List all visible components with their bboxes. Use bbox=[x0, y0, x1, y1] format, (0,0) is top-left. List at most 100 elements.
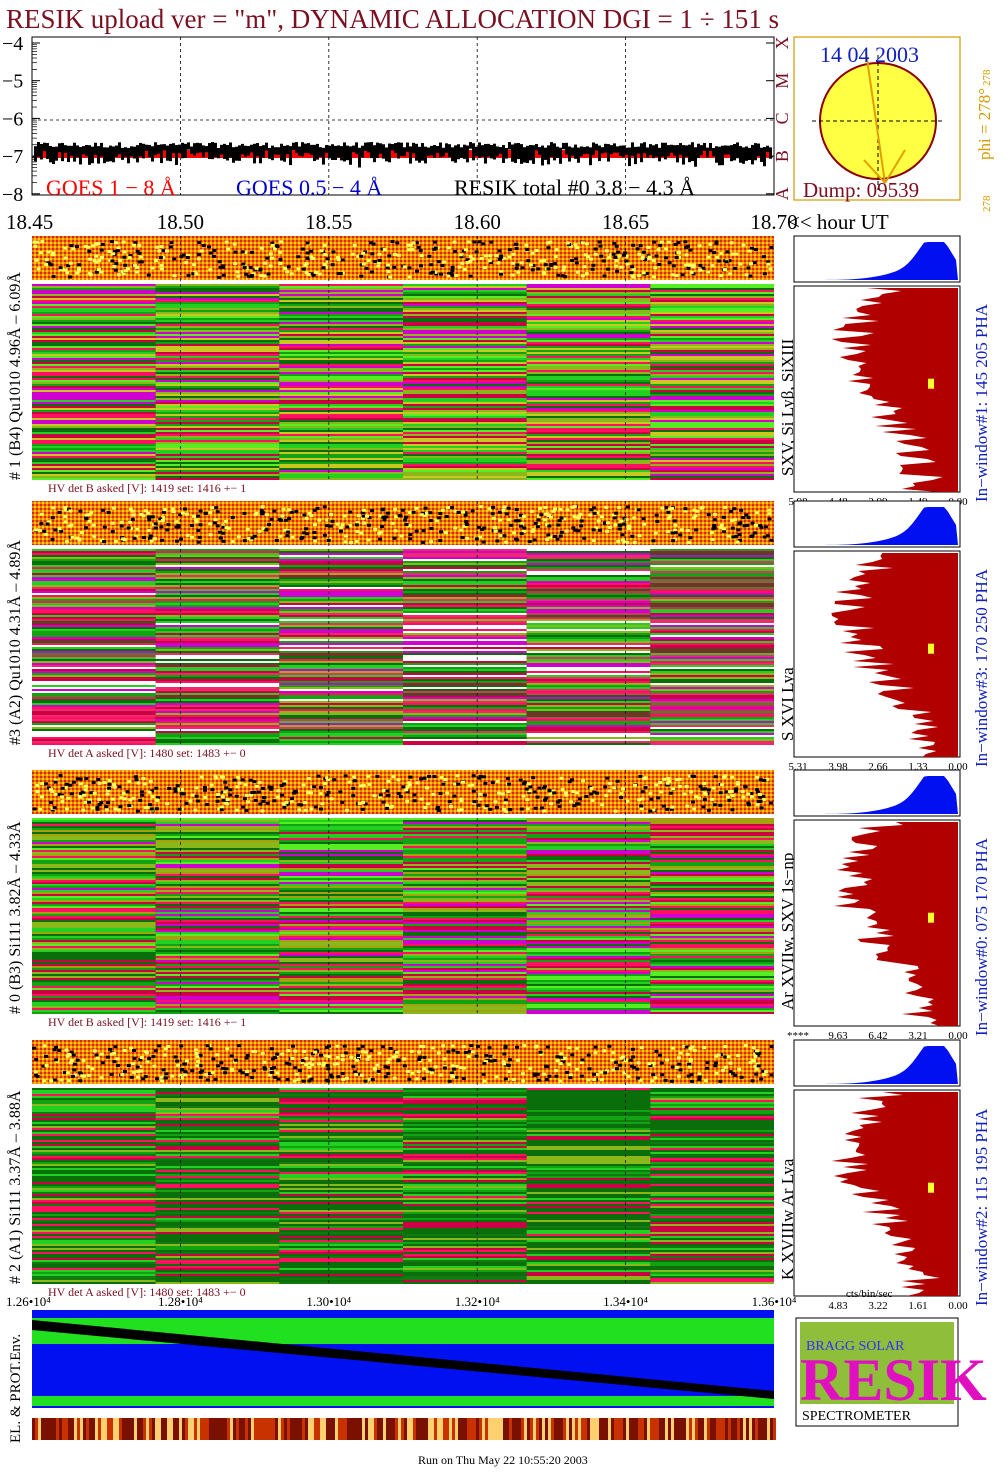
strip-cell bbox=[194, 794, 199, 798]
envelope-stripe-cell bbox=[38, 1418, 41, 1440]
spectra-row bbox=[650, 1006, 774, 1008]
strip-cell bbox=[339, 529, 344, 533]
spectra-row bbox=[279, 1106, 403, 1108]
spectra-row bbox=[279, 1098, 403, 1100]
spectra-row bbox=[155, 384, 280, 386]
spectra-row bbox=[32, 1122, 156, 1124]
spectra-row bbox=[155, 830, 280, 832]
spectra-row bbox=[403, 370, 527, 372]
strip-cell bbox=[666, 510, 671, 514]
strip-cell bbox=[643, 257, 648, 261]
spectra-row bbox=[403, 563, 527, 565]
spectra-row bbox=[650, 739, 774, 741]
spectra-row bbox=[526, 990, 651, 992]
spectra-row bbox=[650, 613, 774, 615]
spectra-row bbox=[155, 940, 280, 942]
spectra-row bbox=[526, 904, 651, 906]
strip-cell bbox=[481, 242, 486, 246]
spectra-row bbox=[650, 378, 774, 380]
spectra-row bbox=[650, 705, 774, 707]
spectra-row bbox=[32, 725, 156, 727]
strip-cell bbox=[343, 774, 348, 778]
spectra-row bbox=[155, 994, 280, 996]
envelope-stripe-cell bbox=[260, 1418, 263, 1440]
strip-cell bbox=[53, 528, 58, 532]
spectra-row bbox=[526, 442, 651, 444]
spectra-row bbox=[526, 344, 651, 346]
resik-total-bar bbox=[397, 142, 400, 159]
spectra-row bbox=[155, 673, 280, 675]
strip-cell bbox=[497, 510, 502, 514]
spectra-row bbox=[155, 647, 280, 649]
strip-cell bbox=[422, 1067, 427, 1071]
spectra-row bbox=[650, 990, 774, 992]
spectra-row bbox=[403, 739, 527, 741]
spectra-row bbox=[650, 452, 774, 454]
spectra-row bbox=[650, 1150, 774, 1152]
strip-cell bbox=[198, 509, 203, 513]
strip-cell bbox=[561, 1060, 566, 1064]
spectra-row bbox=[526, 611, 651, 613]
spectra-row bbox=[279, 880, 403, 882]
strip-cell bbox=[445, 506, 450, 510]
spectra-row bbox=[526, 1200, 651, 1202]
strip-cell bbox=[580, 274, 585, 278]
strip-cell bbox=[619, 796, 624, 800]
spectra-row bbox=[155, 1012, 280, 1014]
strip-cell bbox=[193, 1048, 198, 1052]
spectra-row bbox=[403, 942, 527, 944]
spectra-row bbox=[650, 1144, 774, 1146]
strip-cell bbox=[343, 534, 348, 538]
spectra-row bbox=[650, 910, 774, 912]
strip-cell bbox=[194, 786, 199, 790]
spectra-row bbox=[155, 986, 280, 988]
spectra-row bbox=[403, 1158, 527, 1160]
spectra-row bbox=[650, 1124, 774, 1126]
spectra-row bbox=[32, 358, 156, 360]
spectra-row bbox=[32, 868, 156, 870]
strip-cell bbox=[153, 537, 158, 541]
strip-cell bbox=[199, 775, 204, 779]
resik-total-bar bbox=[325, 145, 328, 153]
strip-cell bbox=[246, 274, 251, 278]
strip-cell bbox=[208, 1047, 213, 1051]
spectra-row bbox=[526, 398, 651, 400]
spectra-row bbox=[650, 470, 774, 472]
spectra-row bbox=[403, 850, 527, 852]
spectra-row bbox=[403, 1088, 527, 1090]
spectra-row bbox=[155, 657, 280, 659]
spectra-row bbox=[650, 406, 774, 408]
spectra-row bbox=[650, 430, 774, 432]
spectra-row bbox=[32, 1174, 156, 1176]
spectra-row bbox=[526, 583, 651, 585]
spectra-row bbox=[155, 651, 280, 653]
spectra-row bbox=[526, 920, 651, 922]
strip-cell bbox=[299, 803, 304, 807]
spectra-row bbox=[32, 440, 156, 442]
strip-cell bbox=[614, 511, 619, 515]
spectra-row bbox=[155, 982, 280, 984]
spectra-row bbox=[526, 916, 651, 918]
strip-cell bbox=[459, 1066, 464, 1070]
spectra-row bbox=[403, 434, 527, 436]
spectra-row bbox=[403, 555, 527, 557]
spectra-row bbox=[526, 1234, 651, 1236]
spectra-row bbox=[32, 924, 156, 926]
spectra-row bbox=[32, 1250, 156, 1252]
strip-cell bbox=[580, 1061, 585, 1065]
spectra-row bbox=[403, 294, 527, 296]
spectra-row bbox=[32, 958, 156, 960]
spectra-row bbox=[32, 386, 156, 388]
panel-label: #3 (A2) Qu1010 4.31Å – 4.89Å bbox=[6, 540, 24, 745]
spectra-row bbox=[279, 316, 403, 318]
strip-cell bbox=[488, 807, 493, 811]
envelope-stripe-cell bbox=[383, 1418, 386, 1440]
spectra-row bbox=[155, 858, 280, 860]
envelope-stripe-cell bbox=[104, 1418, 107, 1440]
strip-cell bbox=[250, 536, 255, 540]
strip-cell bbox=[651, 539, 656, 543]
resik-total-bar bbox=[445, 143, 448, 153]
strip-cell bbox=[496, 791, 501, 795]
spectra-row bbox=[279, 1282, 403, 1284]
